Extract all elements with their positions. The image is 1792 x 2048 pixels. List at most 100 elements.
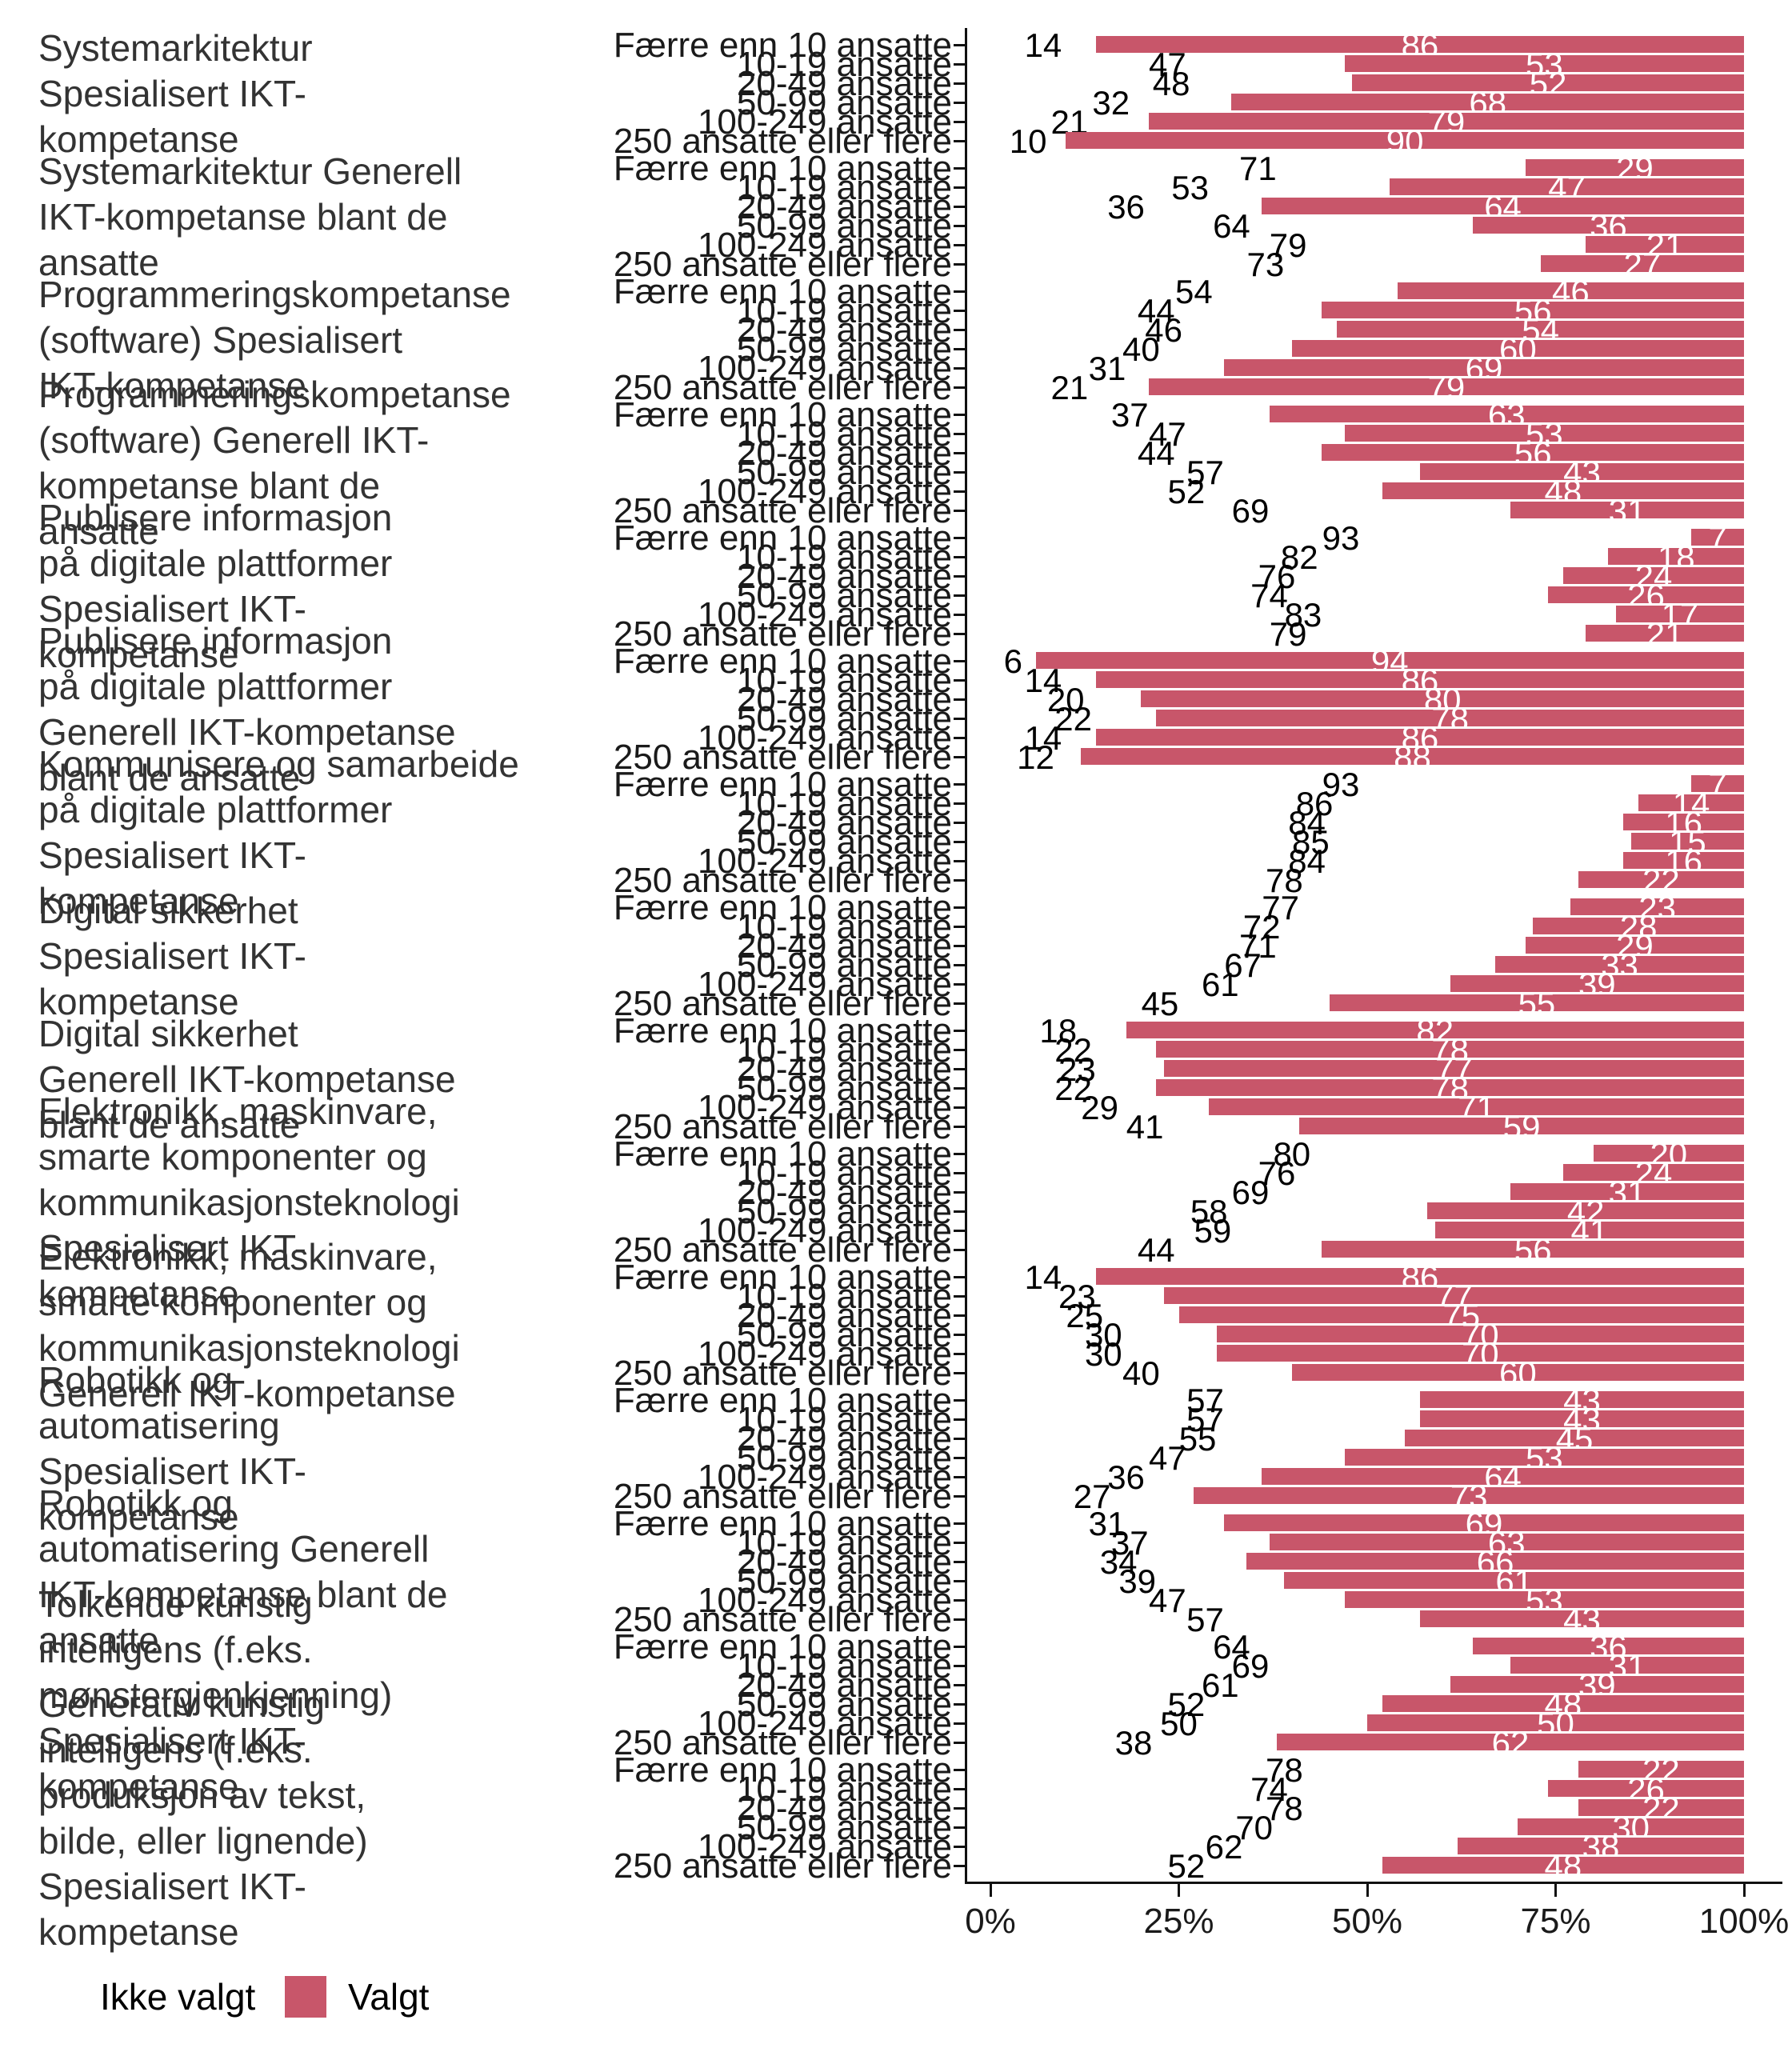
y-axis-tick [954, 1030, 965, 1032]
facet-label-line: Spesialisert IKT- [38, 1866, 306, 1907]
facet-label: Publisere informasjon på digitale plattfo… [38, 618, 566, 801]
y-tick-label: Færre enn 10 ansatte [613, 1257, 952, 1297]
bar-label-valgt: 55 [1518, 984, 1556, 1022]
bar-label-ikke-valgt: 36 [1107, 1458, 1145, 1496]
y-axis-tick [954, 679, 965, 682]
facet-label-line: kompetanse [38, 880, 239, 922]
y-axis-tick [954, 121, 965, 123]
y-tick-label: 50-99 ansatte [736, 1684, 952, 1724]
bar-label-ikke-valgt: 30 [1084, 1315, 1122, 1354]
x-axis-tick [1366, 1884, 1369, 1897]
bar-label-valgt: 27 [1623, 245, 1662, 283]
bar-valgt [1586, 236, 1744, 253]
y-axis-tick [954, 1372, 965, 1374]
y-axis-tick [954, 964, 965, 966]
y-axis-tick [954, 1542, 965, 1544]
y-axis-tick [954, 1106, 965, 1109]
bar-label-ikke-valgt: 52 [1167, 1685, 1206, 1723]
y-tick-label: 50-99 ansatte [736, 329, 952, 369]
facet-label: Digital sikkerhet Generell IKT-kompetanse… [38, 1011, 566, 1148]
facet-label-line: Robotikk og [38, 1359, 233, 1401]
bar-valgt [1540, 255, 1744, 272]
bar-label-ikke-valgt: 69 [1231, 1173, 1270, 1211]
y-axis-tick [954, 1418, 965, 1421]
y-axis-tick [954, 1438, 965, 1440]
bar-valgt [1284, 1572, 1744, 1589]
y-axis-tick [954, 490, 965, 493]
bar-valgt [1525, 937, 1744, 954]
bar-label-ikke-valgt: 83 [1284, 595, 1322, 634]
y-tick-label: Færre enn 10 ansatte [613, 1750, 952, 1790]
y-axis-tick [954, 1580, 965, 1582]
bar-label-valgt: 31 [1608, 491, 1646, 530]
bar-label-ikke-valgt: 22 [1054, 699, 1092, 738]
y-axis-tick [954, 945, 965, 947]
facet-label-line: Robotikk og [38, 1482, 233, 1524]
bar-label-valgt: 7 [1708, 518, 1727, 557]
bar-valgt [1322, 1241, 1744, 1258]
y-tick-label: 250 ansatte eller flere [613, 1476, 952, 1516]
facet-label: Robotikk og automatisering Spesialisert IK… [38, 1358, 566, 1540]
bar-label-ikke-valgt: 14 [1024, 26, 1062, 64]
facet-label-line: Generell IKT-kompetanse [38, 711, 456, 753]
bar-valgt [1322, 302, 1744, 318]
bar-valgt [1344, 55, 1744, 72]
bar-label-ikke-valgt: 40 [1122, 1354, 1160, 1392]
y-tick-label: Færre enn 10 ansatte [613, 518, 952, 558]
bar-valgt [1562, 1164, 1744, 1181]
y-tick-label: 20-49 ansatte [736, 679, 952, 719]
bar-valgt [1367, 1714, 1744, 1731]
y-tick-label: 50-99 ansatte [736, 698, 952, 738]
y-axis-tick [954, 1769, 965, 1771]
facet-label-line: kompetanse [38, 1496, 239, 1538]
y-tick-label: 50-99 ansatte [736, 1561, 952, 1601]
facet-label-line: Programmeringskompetanse [38, 273, 511, 315]
bar-valgt [1510, 502, 1744, 518]
x-axis-tick [989, 1884, 992, 1897]
bar-label-ikke-valgt: 84 [1288, 803, 1326, 842]
bar-label-ikke-valgt: 30 [1084, 1334, 1122, 1373]
bar-label-ikke-valgt: 86 [1295, 784, 1334, 822]
bar-label-ikke-valgt: 36 [1107, 187, 1145, 226]
y-tick-label: 250 ansatte eller flere [613, 1230, 952, 1270]
bar-valgt [1224, 1514, 1744, 1531]
y-tick-label: Færre enn 10 ansatte [613, 641, 952, 681]
facet-label: Publisere informasjon på digitale plattfo… [38, 495, 566, 678]
y-tick-label: Færre enn 10 ansatte [613, 1380, 952, 1420]
facet-label-line: kompetanse [38, 634, 239, 675]
y-axis-tick [954, 1049, 965, 1051]
bar-label-ikke-valgt: 64 [1213, 206, 1250, 245]
bar-label-ikke-valgt: 47 [1149, 1581, 1186, 1619]
y-axis-tick [954, 1618, 965, 1621]
bar-label-ikke-valgt: 50 [1160, 1704, 1198, 1742]
bar-label-ikke-valgt: 85 [1291, 822, 1330, 861]
bar-valgt [1148, 113, 1744, 130]
y-tick-label: 50-99 ansatte [736, 1068, 952, 1108]
y-axis-tick [954, 1295, 965, 1298]
y-axis-tick [954, 1665, 965, 1667]
y-axis-tick [954, 1742, 965, 1744]
bar-label-valgt: 79 [1427, 368, 1466, 406]
y-axis-tick [954, 1561, 965, 1563]
bar-valgt [1194, 1487, 1744, 1504]
y-axis-tick [954, 1126, 965, 1128]
bar-valgt [1691, 775, 1744, 792]
bar-label-ikke-valgt: 31 [1088, 349, 1126, 387]
bar-label-ikke-valgt: 12 [1017, 738, 1054, 776]
bar-valgt [1178, 1306, 1744, 1323]
bar-label-ikke-valgt: 79 [1269, 614, 1307, 653]
bar-label-ikke-valgt: 67 [1224, 946, 1262, 984]
y-axis-tick [954, 225, 965, 227]
bar-valgt [1269, 406, 1744, 422]
bar-label-ikke-valgt: 52 [1167, 1846, 1206, 1885]
facet-label: Elektronikk, maskinvare, smarte komponent… [38, 1234, 566, 1417]
y-axis-tick [954, 906, 965, 909]
y-tick-label: 50-99 ansatte [736, 1807, 952, 1847]
bar-valgt [1608, 548, 1744, 565]
bar-label-ikke-valgt: 71 [1239, 149, 1277, 187]
bar-label-ikke-valgt: 84 [1288, 842, 1326, 880]
y-axis-tick [954, 1399, 965, 1402]
bar-valgt [1126, 1022, 1744, 1038]
bar-valgt [1382, 1695, 1744, 1712]
bar-label-ikke-valgt: 57 [1186, 1400, 1224, 1438]
